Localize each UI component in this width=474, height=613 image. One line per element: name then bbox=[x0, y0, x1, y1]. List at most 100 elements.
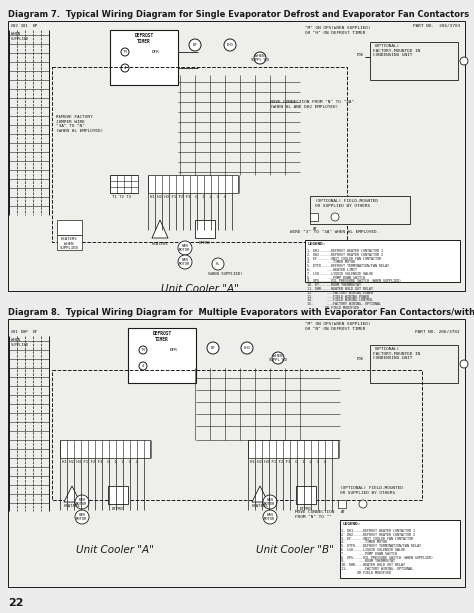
Text: 3. EF......UNIT COOLER FAN CONTACTOR: 3. EF......UNIT COOLER FAN CONTACTOR bbox=[341, 536, 413, 541]
Text: FAN
MOTOR: FAN MOTOR bbox=[264, 512, 275, 521]
Bar bbox=[148, 175, 238, 193]
Bar bbox=[340, 520, 460, 578]
Text: CH1: CH1 bbox=[21, 24, 29, 28]
Text: (OPTIONAL) FIELD-MOUNTED
OR SUPPLIED BY OTHERS: (OPTIONAL) FIELD-MOUNTED OR SUPPLIED BY … bbox=[340, 486, 403, 495]
Circle shape bbox=[212, 258, 224, 270]
Text: WIRE "3" TO "3A" WHEN HL EMPLOYED.: WIRE "3" TO "3A" WHEN HL EMPLOYED. bbox=[290, 230, 379, 234]
Text: 7.       ...PUMP DOWN SWITCH: 7. ...PUMP DOWN SWITCH bbox=[341, 552, 397, 556]
Text: DH1: DH1 bbox=[244, 346, 251, 350]
Polygon shape bbox=[64, 486, 80, 502]
Text: 7. LSV......LIQUID SOLENOID VALVE: 7. LSV......LIQUID SOLENOID VALVE bbox=[307, 272, 373, 276]
Circle shape bbox=[139, 362, 147, 370]
Text: 4: 4 bbox=[142, 364, 144, 368]
Text: EP: EP bbox=[33, 24, 38, 28]
Circle shape bbox=[241, 342, 253, 354]
Text: TM: TM bbox=[123, 50, 127, 54]
Text: 8.        ...PUMP DOWN SWITCH: 8. ...PUMP DOWN SWITCH bbox=[307, 276, 365, 280]
Text: LEGEND:: LEGEND: bbox=[343, 522, 361, 526]
Text: EF: EF bbox=[33, 330, 38, 334]
Text: DHP: DHP bbox=[21, 330, 29, 334]
Text: FAN
MOTOR: FAN MOTOR bbox=[76, 512, 88, 521]
Bar bbox=[310, 213, 318, 221]
Text: (WHEN SUPPLIED): (WHEN SUPPLIED) bbox=[207, 272, 243, 276]
Text: 10. RT......ROOM THERMOSTAT: 10. RT......ROOM THERMOSTAT bbox=[307, 283, 361, 287]
Text: AT: AT bbox=[313, 227, 318, 231]
Text: DTFRD: DTFRD bbox=[300, 507, 312, 511]
Bar bbox=[8, 319, 465, 587]
Circle shape bbox=[178, 241, 192, 255]
Text: 4: 4 bbox=[124, 66, 126, 70]
Text: HEATERS: HEATERS bbox=[252, 504, 268, 508]
Circle shape bbox=[121, 64, 129, 72]
Text: Unit Cooler "A": Unit Cooler "A" bbox=[76, 545, 154, 555]
Text: 6. LSV.....LIQUID SOLENOID VALVE: 6. LSV.....LIQUID SOLENOID VALVE bbox=[341, 548, 405, 552]
Circle shape bbox=[331, 213, 339, 221]
Bar bbox=[248, 440, 338, 458]
Text: PART NO. 206/3702: PART NO. 206/3702 bbox=[415, 330, 460, 334]
Text: MOVE CONNECTION FROM "N" TO "3A"
(WHEN HL AND DH2 EMPLOYED): MOVE CONNECTION FROM "N" TO "3A" (WHEN H… bbox=[270, 100, 354, 109]
Text: 8. OPS.....OIL PRESSURE SWITCH (WHEN SUPPLIED): 8. OPS.....OIL PRESSURE SWITCH (WHEN SUP… bbox=[341, 555, 433, 560]
Circle shape bbox=[263, 495, 277, 509]
Text: "M" ON OPS(WHEN SUPPLIED)
OR "N" ON DEFROST TIMER: "M" ON OPS(WHEN SUPPLIED) OR "N" ON DEFR… bbox=[305, 322, 371, 330]
Text: DFR: DFR bbox=[170, 348, 178, 352]
Bar bbox=[110, 30, 178, 85]
Bar bbox=[52, 67, 347, 242]
Text: 14.       ...FIELD WIRING-CONTROL: 14. ...FIELD WIRING-CONTROL bbox=[307, 299, 373, 302]
Text: PART NO.  206/3703: PART NO. 206/3703 bbox=[413, 24, 460, 28]
Text: T1 T2 T3: T1 T2 T3 bbox=[112, 195, 131, 199]
Text: FAN
MOTOR: FAN MOTOR bbox=[179, 244, 191, 253]
Text: Diagram 8.  Typical Wiring Diagram for  Multiple Evaporators with Evaporator Fan: Diagram 8. Typical Wiring Diagram for Mu… bbox=[8, 308, 474, 317]
Bar bbox=[296, 486, 316, 504]
Bar bbox=[60, 440, 150, 458]
Text: (OPTIONAL)
FACTORY-MOUNTED IN
CONDENSING UNIT: (OPTIONAL) FACTORY-MOUNTED IN CONDENSING… bbox=[373, 44, 420, 57]
Text: 1. DH1.....DEFROST HEATER CONTACTOR 1: 1. DH1.....DEFROST HEATER CONTACTOR 1 bbox=[341, 529, 415, 533]
Text: DTFRD: DTFRD bbox=[199, 241, 211, 245]
Text: DFR: DFR bbox=[152, 50, 160, 54]
Text: 4.        ...TIMER MOTOR: 4. ...TIMER MOTOR bbox=[307, 261, 355, 264]
Text: 2. DH2.....DEFROST HEATER CONTACTOR 2: 2. DH2.....DEFROST HEATER CONTACTOR 2 bbox=[341, 533, 415, 537]
Circle shape bbox=[189, 39, 201, 51]
Circle shape bbox=[207, 342, 219, 354]
Text: WHEN
SUPPLIED: WHEN SUPPLIED bbox=[11, 338, 29, 346]
Text: 6.        ...HEATER LIMIT: 6. ...HEATER LIMIT bbox=[307, 268, 357, 272]
Text: CH2: CH2 bbox=[11, 24, 19, 28]
Text: HL: HL bbox=[216, 262, 220, 266]
Text: OR FIELD MODIFIED: OR FIELD MODIFIED bbox=[307, 306, 359, 310]
Text: Unit Cooler "B": Unit Cooler "B" bbox=[256, 545, 334, 555]
Text: CH1: CH1 bbox=[11, 330, 19, 334]
Circle shape bbox=[263, 510, 277, 524]
Text: 13.       ...FIELD WIRING-POWER: 13. ...FIELD WIRING-POWER bbox=[307, 295, 369, 299]
Text: HEATERS
WHEN
SUPPLIED: HEATERS WHEN SUPPLIED bbox=[60, 237, 79, 250]
Bar bbox=[338, 500, 346, 508]
Text: WHEN
SUPPL'ED: WHEN SUPPL'ED bbox=[268, 354, 288, 362]
Circle shape bbox=[460, 360, 468, 368]
Bar bbox=[370, 345, 458, 383]
Bar bbox=[57, 220, 82, 235]
Text: DH1: DH1 bbox=[227, 43, 234, 47]
Text: FAN
MOTOR: FAN MOTOR bbox=[264, 498, 275, 506]
Bar bbox=[310, 196, 410, 224]
Text: POE: POE bbox=[357, 357, 364, 361]
Text: REMOVE FACTORY
JUMPER WIRE
"3A" TO "N"
(WHEN HL EMPLOYED): REMOVE FACTORY JUMPER WIRE "3A" TO "N" (… bbox=[56, 115, 103, 133]
Text: WHEN
SUPPLIED: WHEN SUPPLIED bbox=[11, 32, 29, 40]
Text: 10. DHR....HEATER HOLD OUT RELAY: 10. DHR....HEATER HOLD OUT RELAY bbox=[341, 563, 405, 567]
Text: H1 H2 H3 F1 F2 F3  G  1  2  3  4: H1 H2 H3 F1 F2 F3 G 1 2 3 4 bbox=[62, 460, 138, 464]
Text: DTFRD: DTFRD bbox=[112, 507, 124, 511]
Text: MOVE CONNECTION
FROM "N" TO "": MOVE CONNECTION FROM "N" TO "" bbox=[295, 510, 334, 519]
Text: HEATERS: HEATERS bbox=[64, 504, 80, 508]
Text: DEFROST
TIMER: DEFROST TIMER bbox=[152, 331, 172, 342]
Circle shape bbox=[178, 255, 192, 269]
Text: OR FIELD MODIFIED: OR FIELD MODIFIED bbox=[341, 571, 391, 575]
Text: 11.      ...FACTORY WIRING, OPTIONAL: 11. ...FACTORY WIRING, OPTIONAL bbox=[341, 567, 413, 571]
Bar bbox=[52, 370, 422, 500]
Text: 22: 22 bbox=[8, 598, 24, 608]
Circle shape bbox=[75, 495, 89, 509]
Text: 4.       ...TIMER MOTOR: 4. ...TIMER MOTOR bbox=[341, 541, 387, 544]
Text: EF: EF bbox=[210, 346, 215, 350]
Bar bbox=[8, 21, 465, 291]
Text: "M" ON OPS(WHEN SUPPLIED)
OR "H" ON DEFROST TIMER: "M" ON OPS(WHEN SUPPLIED) OR "H" ON DEFR… bbox=[305, 26, 371, 34]
Text: 15.       ...FACTORY WIRING, OPTIONAL: 15. ...FACTORY WIRING, OPTIONAL bbox=[307, 302, 381, 306]
Text: H1 H2 H3 F1 F2 F3  G  1  2  3  4: H1 H2 H3 F1 F2 F3 G 1 2 3 4 bbox=[150, 195, 226, 199]
Text: 9.       ...ROOM THERMOSTAT: 9. ...ROOM THERMOSTAT bbox=[341, 560, 395, 563]
Text: 5. DTFD....DEFROST TERMINATION/FAN DELAY: 5. DTFD....DEFROST TERMINATION/FAN DELAY bbox=[341, 544, 421, 548]
